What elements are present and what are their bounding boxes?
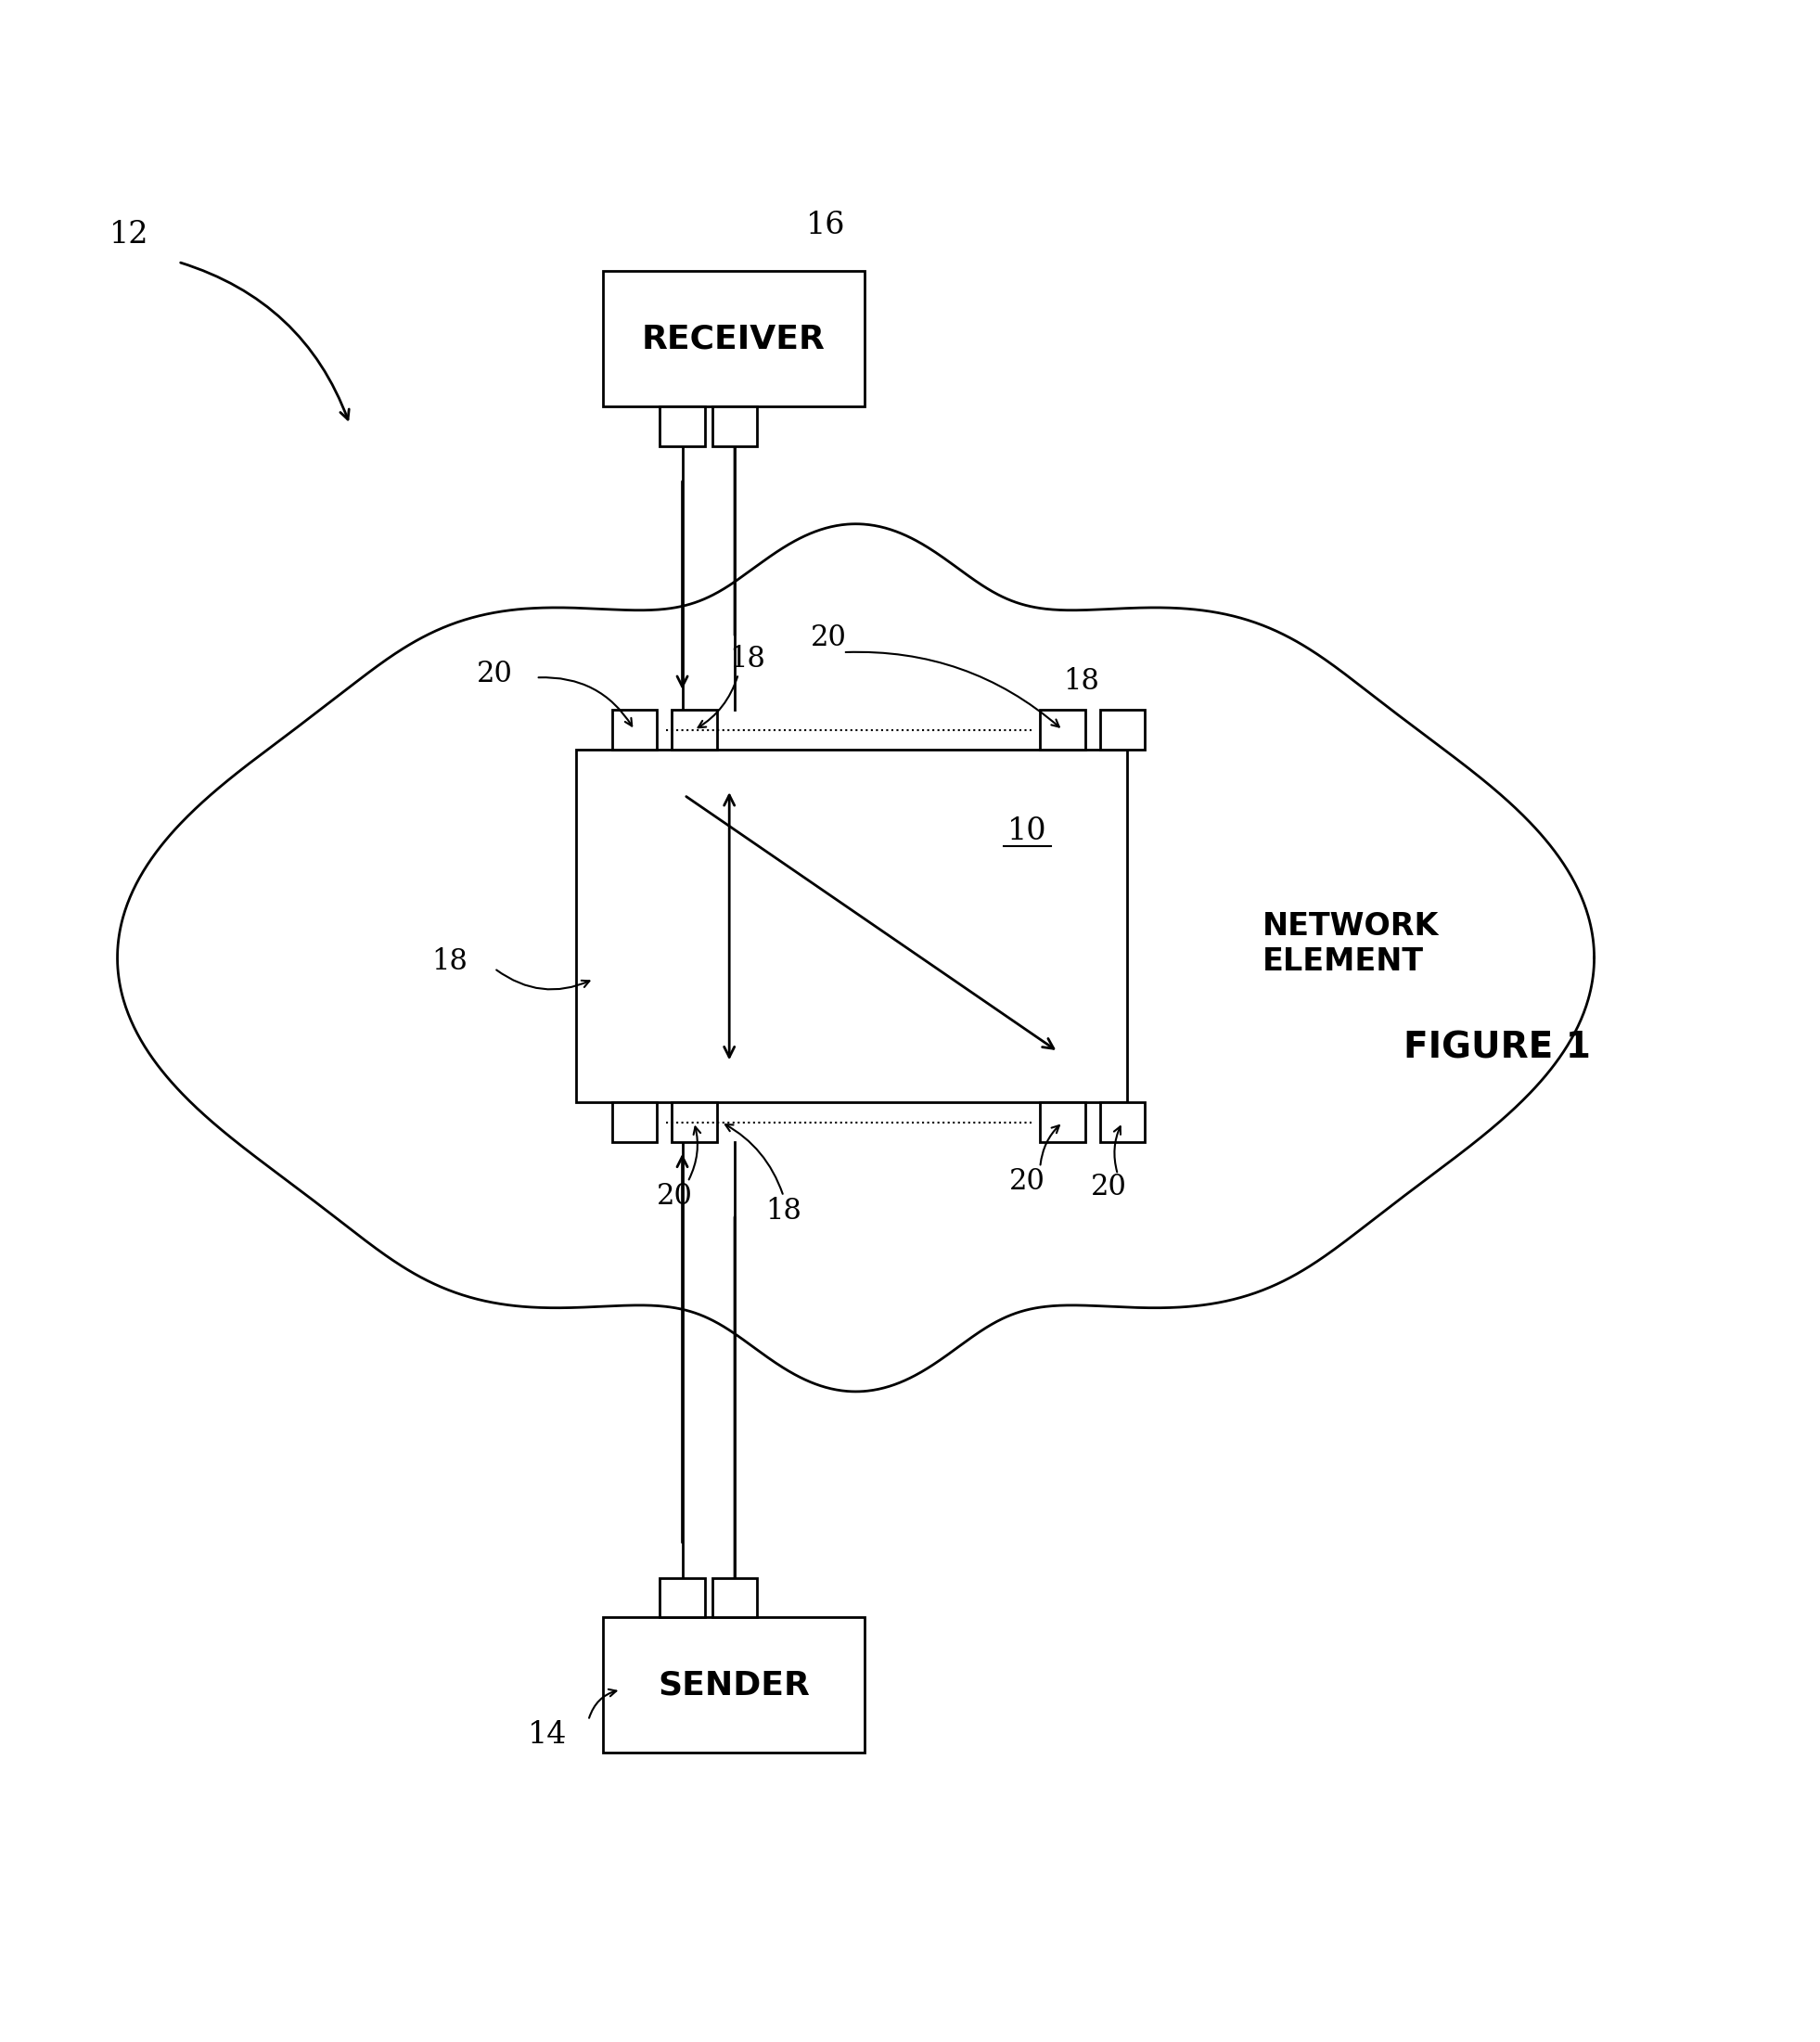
Bar [1099,1103,1145,1141]
Bar [672,711,717,749]
Bar [612,1103,657,1141]
Text: RECEIVER: RECEIVER [642,323,826,355]
Bar [602,272,864,406]
Polygon shape [118,525,1594,1391]
Text: 18: 18 [730,645,766,674]
Text: 20: 20 [810,623,846,651]
Text: 18: 18 [431,947,468,976]
Bar [712,1578,757,1617]
Bar [659,1578,704,1617]
Bar [1039,711,1085,749]
Text: 20: 20 [1010,1168,1045,1197]
Bar [575,749,1127,1103]
Bar [672,1103,717,1141]
Bar [612,711,657,749]
Text: 18: 18 [766,1197,801,1225]
Text: 20: 20 [477,660,513,688]
Text: 12: 12 [109,221,149,249]
Text: NETWORK
ELEMENT: NETWORK ELEMENT [1263,911,1440,976]
Bar [1099,711,1145,749]
Text: 10: 10 [1008,817,1046,845]
Text: FIGURE 1: FIGURE 1 [1403,1031,1591,1066]
Bar [602,1617,864,1752]
Bar [712,406,757,447]
Text: 16: 16 [806,210,844,241]
Text: 20: 20 [657,1182,693,1211]
Text: SENDER: SENDER [657,1670,810,1701]
Text: 20: 20 [1090,1172,1127,1201]
Bar [1039,1103,1085,1141]
Bar [659,406,704,447]
Text: 14: 14 [528,1719,566,1750]
Text: 18: 18 [1063,668,1099,696]
